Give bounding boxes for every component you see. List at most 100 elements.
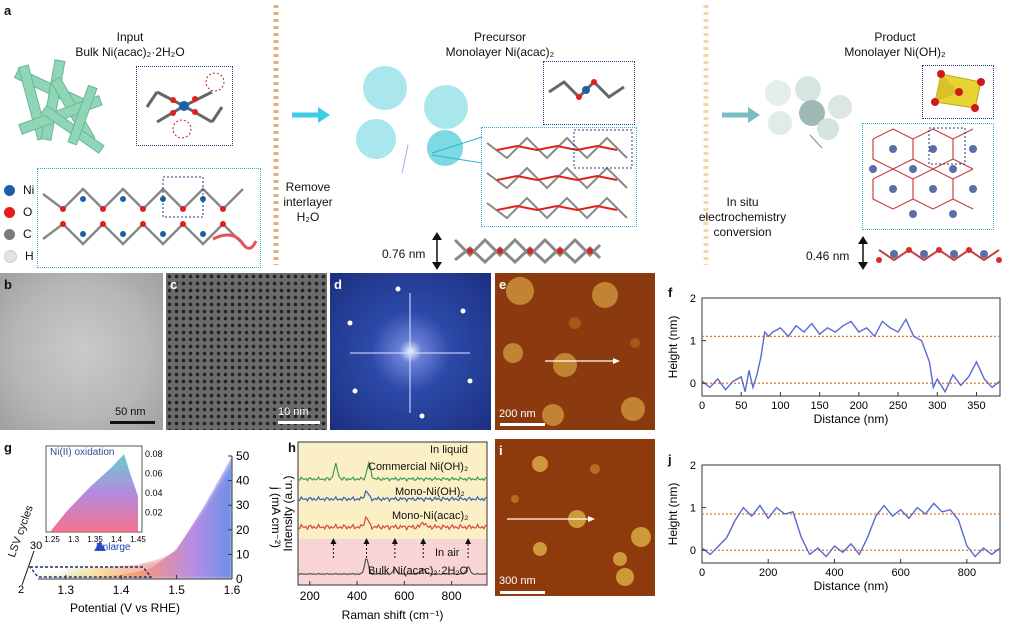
- plot-frame: [297, 441, 488, 586]
- in-liquid-region: [298, 442, 487, 539]
- inset-y-tick-label: 0.02: [145, 507, 163, 517]
- precursor-subtitle: Monolayer Ni(acac)₂: [445, 45, 555, 59]
- x-tick-label: 300: [928, 400, 946, 412]
- thickness-precursor: 0.76 nm: [382, 247, 426, 261]
- scale-text-e: 200 nm: [499, 408, 536, 420]
- afm-image-e: e 200 nm: [495, 273, 655, 430]
- precursor-title: Precursor: [473, 30, 526, 44]
- x-tick-label: 1.3: [57, 583, 74, 597]
- hrtem-image-c: c 10 nm: [166, 273, 327, 430]
- y-tick-label: 2: [690, 460, 696, 472]
- trace-label-mono-niacac: Mono-Ni(acac)₂: [392, 510, 469, 522]
- peak-marker-arrow-icon: [465, 538, 472, 544]
- precursor-lattice: [486, 129, 633, 220]
- scale-text-i: 300 nm: [499, 575, 536, 587]
- raman-plot-h: 200 400 600 800 Raman shift (cm⁻¹) Intensity …: [281, 441, 488, 622]
- fft-image-d: d: [330, 273, 491, 430]
- thickness-product-arrow-icon: [858, 236, 868, 270]
- trace-label-commercial: Commercial Ni(OH)₂: [368, 461, 469, 473]
- enlarge-region: [28, 566, 153, 578]
- ni-acac-molecule: [145, 72, 225, 139]
- panel-e-label: e: [499, 277, 507, 292]
- y-tick-label: 1: [690, 503, 696, 515]
- x-axis-label: Potential (V vs RHE): [70, 601, 180, 615]
- panel-h-label: h: [288, 440, 296, 455]
- scale-bar-b: [110, 421, 155, 424]
- enlarge-arrow-icon: [94, 541, 106, 551]
- peak-marker-arrow-icon: [330, 538, 337, 544]
- panel-j-label: j: [668, 452, 672, 467]
- x-tick-label: 200: [300, 589, 320, 603]
- plot-frame: [701, 297, 1001, 397]
- product-lattice-box: [862, 123, 994, 230]
- inset-x-tick-label: 1.25: [44, 535, 60, 544]
- fft-spots: [347, 286, 473, 419]
- precursor-side-view: [453, 237, 602, 265]
- product-subtitle: Monolayer Ni(OH)₂: [844, 45, 946, 59]
- product-side-view: [876, 247, 1002, 263]
- in-liquid-label: In liquid: [430, 444, 468, 456]
- scale-text-b: 50 nm: [115, 406, 146, 418]
- x-tick-label: 1.5: [168, 583, 185, 597]
- scale-text-c: 10 nm: [278, 406, 309, 418]
- trace-mono-niacac: [297, 515, 488, 531]
- height-trace: [701, 502, 1001, 558]
- inset-x-tick-label: 1.4: [111, 535, 123, 544]
- x-tick-label: 50: [735, 400, 747, 412]
- inset-y-tick-label: 0.04: [145, 488, 163, 498]
- bulk-structure-box: [37, 168, 261, 268]
- x-tick-label: 100: [771, 400, 789, 412]
- y-tick-label: 40: [236, 474, 250, 488]
- afm-flakes-i: [507, 456, 651, 586]
- input-subtitle: Bulk Ni(acac)₂·2H₂O: [75, 45, 185, 59]
- precursor-molecule-zoom-box: [543, 61, 635, 125]
- in-air-label: In air: [435, 547, 460, 559]
- bulk-crystal-illustration: [13, 59, 105, 154]
- input-title: Input: [116, 30, 144, 44]
- inset-y-tick-label: 0.08: [145, 449, 163, 459]
- trace-label-bulk: Bulk Ni(acac)₂·2H₂O: [368, 565, 469, 577]
- y-tick-label: 2: [690, 293, 696, 305]
- precursor-molecule: [548, 79, 625, 100]
- enlarge-label-g: Enlarge: [96, 542, 131, 553]
- o-swatch: [4, 206, 15, 218]
- height-profile-j: 0 200 400 600 800 0 1 2 Distance (nm) Height (nm): [666, 460, 1001, 593]
- divider-1: [273, 5, 279, 265]
- panel-g-label: g: [4, 440, 12, 455]
- x-tick-label: 200: [759, 567, 777, 579]
- precursor-lattice-box: [481, 127, 637, 227]
- peak-marker-arrow-icon: [420, 538, 427, 544]
- lsv-plot-g: 1.3 1.4 1.5 1.60 10 20 30 40 50 Potential (V vs R…: [18, 445, 283, 615]
- inset-label-g: Ni(II) oxidation: [50, 447, 115, 458]
- trace-mono-niooh: [297, 489, 488, 503]
- trace-label-mono-niooh: Mono-Ni(OH)₂: [395, 486, 465, 498]
- x-tick-label: 0: [699, 567, 705, 579]
- x-tick-label: 350: [967, 400, 985, 412]
- y-tick-label: 0: [236, 572, 243, 586]
- product-title-block: Product Monolayer Ni(OH)₂: [815, 30, 975, 60]
- x-tick-label: 250: [889, 400, 907, 412]
- x-tick-label: 400: [347, 589, 367, 603]
- cycle-axis: [21, 550, 35, 586]
- step2-arrow-icon: [722, 107, 760, 123]
- precursor-title-block: Precursor Monolayer Ni(acac)₂: [410, 30, 590, 60]
- x-tick-label: 400: [825, 567, 843, 579]
- afm-image-i: i 300 nm: [495, 439, 655, 596]
- x-axis-label: Distance (nm): [814, 579, 889, 593]
- y-tick-label: 1: [690, 336, 696, 348]
- in-air-region: [298, 539, 487, 585]
- panel-i-label: i: [499, 443, 503, 458]
- inset-oxidation-peaks: [50, 454, 138, 532]
- precursor-zoom-lines: [431, 136, 483, 164]
- thickness-arrow-icon: [432, 232, 442, 270]
- product-octahedron-box: [922, 65, 994, 119]
- bulk-layered-structure: [42, 176, 258, 250]
- scale-bar-e: [500, 423, 545, 426]
- panel-f-label: f: [668, 285, 673, 300]
- precursor-flakes: [356, 66, 468, 174]
- product-title: Product: [874, 30, 916, 44]
- inset-y-tick-label: 0.06: [145, 468, 163, 478]
- cycle-tick-label: 30: [30, 540, 42, 552]
- y-tick-label: 50: [236, 449, 250, 463]
- y-axis-label: Intensity (a.u.): [281, 475, 295, 551]
